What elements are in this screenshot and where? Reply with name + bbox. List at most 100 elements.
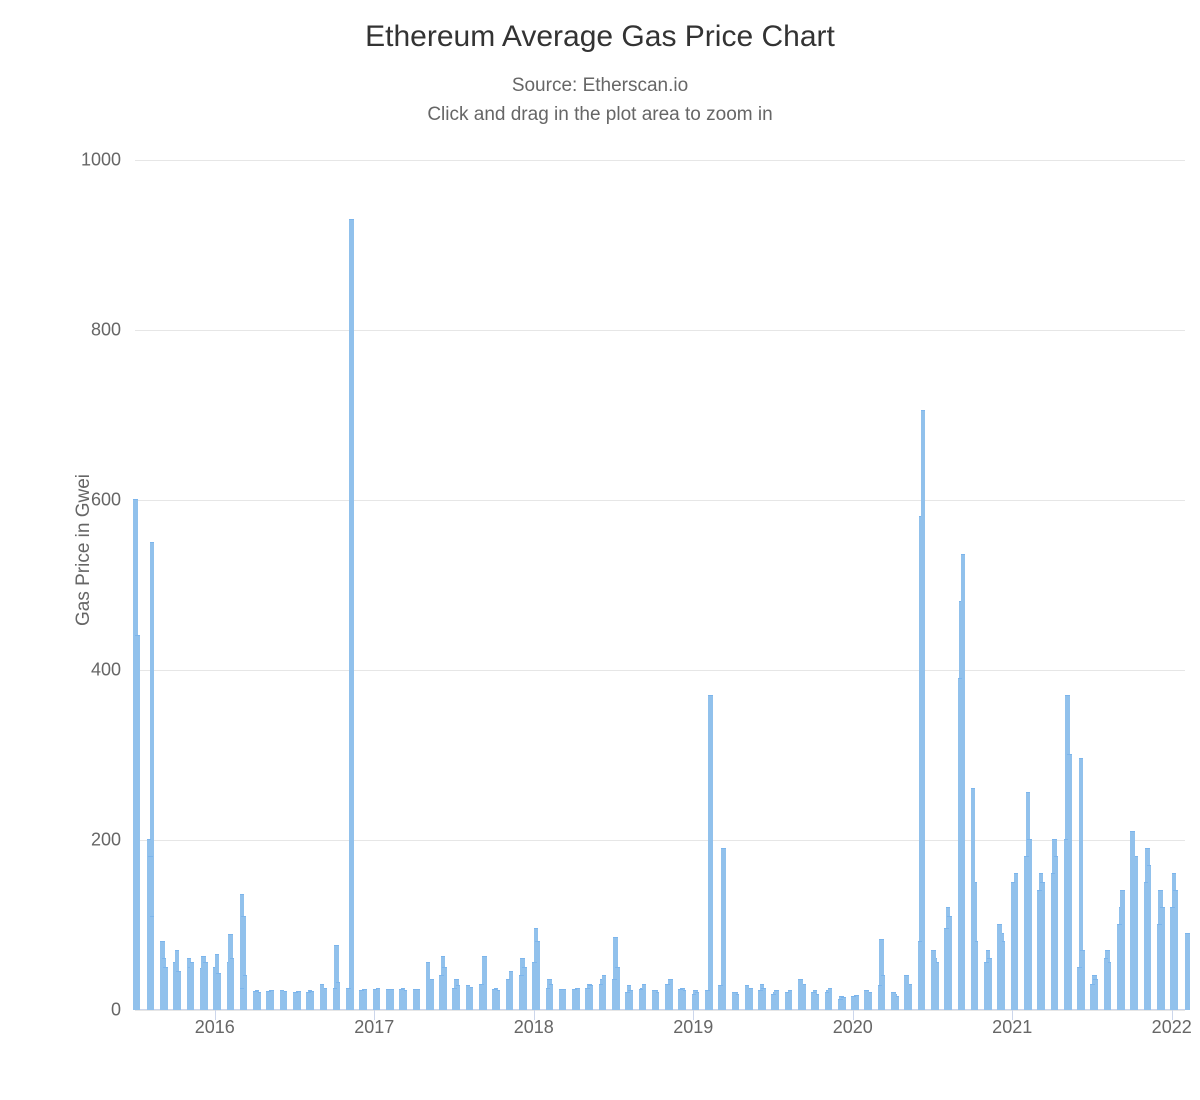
series-bar	[135, 635, 140, 1010]
series-bar	[1117, 924, 1122, 1010]
series-bar	[811, 992, 816, 1010]
series-bar	[466, 985, 471, 1010]
series-bar	[971, 788, 976, 1010]
series-bar	[559, 989, 564, 1010]
gridline	[135, 160, 1185, 161]
series-bar	[1077, 967, 1082, 1011]
y-tick-label: 200	[61, 830, 121, 851]
series-bar	[904, 975, 909, 1010]
series-bar	[678, 989, 683, 1010]
series-bar	[1170, 907, 1175, 1010]
gridline	[135, 1010, 1185, 1011]
y-tick-label: 0	[61, 1000, 121, 1021]
series-bar	[439, 975, 444, 1010]
series-bar	[492, 989, 497, 1010]
series-bar	[373, 989, 378, 1010]
series-bar	[349, 219, 354, 1011]
series-bar	[665, 984, 670, 1011]
y-tick-label: 600	[61, 490, 121, 511]
series-bar	[851, 996, 856, 1010]
series-bar	[997, 924, 1002, 1010]
series-bar	[639, 989, 644, 1010]
series-bar	[1051, 873, 1056, 1010]
series-bar	[216, 973, 221, 1010]
series-bar	[1104, 958, 1109, 1010]
series-bar	[1157, 924, 1162, 1010]
series-bar	[546, 988, 551, 1010]
series-bar	[203, 962, 208, 1010]
gridline	[135, 670, 1185, 671]
series-bar	[692, 994, 697, 1010]
series-bar	[320, 984, 325, 1011]
subtitle-line-2: Click and drag in the plot area to zoom …	[427, 104, 772, 125]
series-bar	[1185, 933, 1190, 1011]
x-tick-label: 2018	[514, 1017, 554, 1038]
series-bar	[705, 990, 710, 1010]
series-bar	[280, 990, 285, 1010]
x-tick-label: 2017	[354, 1017, 394, 1038]
series-bar	[585, 988, 590, 1010]
series-bar	[652, 990, 657, 1010]
series-bar	[253, 991, 258, 1010]
series-bar	[479, 984, 484, 1011]
series-bar	[1090, 984, 1095, 1011]
series-bar	[878, 985, 883, 1010]
subtitle-line-1: Source: Etherscan.io	[512, 75, 688, 96]
series-bar	[718, 985, 723, 1010]
series-bar	[1011, 882, 1016, 1011]
series-bar	[891, 992, 896, 1010]
series-bar	[572, 989, 577, 1010]
series-bar	[1024, 856, 1029, 1010]
series-bar	[732, 992, 737, 1010]
series-bar	[1037, 890, 1042, 1010]
series-bar	[452, 988, 457, 1010]
y-tick-label: 1000	[61, 150, 121, 171]
series-bar	[230, 958, 235, 1010]
series-bar	[386, 989, 391, 1010]
series-bar	[346, 988, 351, 1010]
series-bar	[519, 975, 524, 1010]
chart-subtitle: Source: Etherscan.io Click and drag in t…	[0, 72, 1200, 129]
series-bar	[359, 990, 364, 1010]
series-bar	[798, 979, 803, 1010]
series-bar	[771, 994, 776, 1010]
series-bar	[306, 992, 311, 1010]
series-bar	[931, 950, 936, 1011]
series-bar	[838, 999, 843, 1010]
series-bar	[176, 971, 181, 1010]
series-bar	[918, 941, 923, 1010]
series-bar	[745, 985, 750, 1010]
series-bar	[825, 992, 830, 1010]
series-bar	[426, 962, 431, 1010]
series-bar	[625, 992, 630, 1010]
series-bar	[1144, 882, 1149, 1011]
series-bar	[413, 989, 418, 1010]
x-tick-label: 2019	[673, 1017, 713, 1038]
series-bar	[921, 410, 926, 1010]
chart-title: Ethereum Average Gas Price Chart	[0, 20, 1200, 54]
series-bar	[399, 989, 404, 1010]
series-bar	[612, 979, 617, 1010]
series-bar	[506, 979, 511, 1010]
series-bar	[599, 984, 604, 1011]
series-bar	[150, 916, 155, 1011]
plot-area[interactable]: 0200400600800100020162017201820192020202…	[135, 160, 1185, 1010]
y-tick-label: 400	[61, 660, 121, 681]
series-bar	[333, 988, 338, 1010]
series-bar	[163, 967, 168, 1011]
gridline	[135, 500, 1185, 501]
chart-container: Ethereum Average Gas Price Chart Source:…	[0, 0, 1200, 1100]
gridline	[135, 330, 1185, 331]
series-bar	[266, 991, 271, 1010]
series-bar	[532, 962, 537, 1010]
x-tick-label: 2020	[833, 1017, 873, 1038]
series-bar	[984, 962, 989, 1010]
series-bar	[190, 962, 195, 1010]
x-tick-label: 2021	[992, 1017, 1032, 1038]
series-bar	[1130, 831, 1135, 1011]
series-bar	[293, 992, 298, 1010]
x-tick-label: 2022	[1152, 1017, 1192, 1038]
series-bar	[785, 992, 790, 1010]
series-bar	[1064, 839, 1069, 1010]
series-bar	[708, 695, 713, 1011]
